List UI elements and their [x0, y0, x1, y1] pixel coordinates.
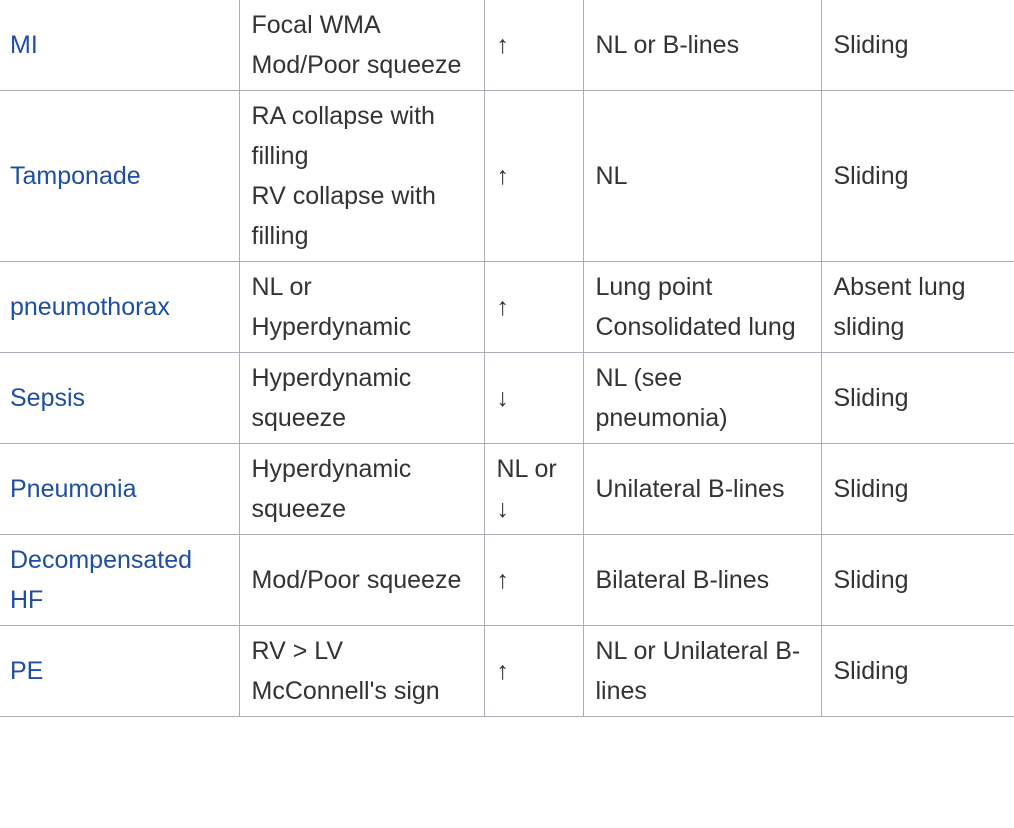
- table-cell: NL or Hyperdynamic: [238, 261, 485, 353]
- cell-text: Hyperdynamic squeeze: [251, 455, 412, 523]
- cell-text: Focal WMA: [251, 11, 381, 39]
- table-cell: ↑: [483, 625, 584, 717]
- cell-text: ↑: [496, 566, 510, 594]
- cell-text: Mod/Poor squeeze: [251, 51, 462, 79]
- table-row: Tamponade RA collapse with filling RV coll…: [0, 90, 1014, 262]
- cell-text: Sliding: [833, 384, 909, 412]
- cell-text: Consolidated lung: [595, 313, 796, 341]
- cell-text: Sliding: [833, 162, 909, 190]
- cell-text: Bilateral B-lines: [595, 566, 770, 594]
- table-cell: ↑: [483, 0, 584, 91]
- table-cell: NL or ↓: [483, 443, 584, 535]
- table-row: pneumothorax NL or Hyperdynamic ↑ Lung poin…: [0, 261, 1014, 353]
- cell-text: Sliding: [833, 475, 909, 503]
- table-row: MI Focal WMA Mod/Poor squeeze ↑ NL or B-line…: [0, 0, 1014, 91]
- table-cell: Sliding: [820, 443, 1014, 535]
- cell-text: RV > LV: [251, 637, 344, 665]
- condition-link-cell: pneumothorax: [0, 261, 240, 353]
- condition-link[interactable]: pneumothorax: [10, 293, 170, 321]
- cell-text: Unilateral B-lines: [595, 475, 785, 503]
- cell-text: ↓: [496, 384, 510, 412]
- table-row: Decompensated HF Mod/Poor squeeze ↑ Bilater…: [0, 534, 1014, 626]
- cell-text: NL or ↓: [496, 455, 557, 523]
- cell-text: ↑: [496, 162, 510, 190]
- cell-text: NL or Hyperdynamic: [251, 273, 412, 341]
- cell-text: ↑: [496, 293, 510, 321]
- condition-link[interactable]: Tamponade: [10, 162, 141, 190]
- table-cell: NL or Unilateral B-lines: [582, 625, 822, 717]
- condition-link-cell: Pneumonia: [0, 443, 240, 535]
- cell-text: Absent lung sliding: [833, 273, 966, 341]
- table-cell: Sliding: [820, 90, 1014, 262]
- cell-text: Sliding: [833, 657, 909, 685]
- table-cell: Focal WMA Mod/Poor squeeze: [238, 0, 485, 91]
- table-row: Pneumonia Hyperdynamic squeeze NL or ↓ Unil…: [0, 443, 1014, 535]
- table-cell: ↓: [483, 352, 584, 444]
- table-cell: Bilateral B-lines: [582, 534, 822, 626]
- table-cell: Sliding: [820, 534, 1014, 626]
- cell-text: RV collapse with filling: [251, 182, 436, 250]
- table-row: Sepsis Hyperdynamic squeeze ↓ NL (see pneum…: [0, 352, 1014, 444]
- comparison-table: MI Focal WMA Mod/Poor squeeze ↑ NL or B-line…: [0, 0, 1014, 717]
- condition-link-cell: PE: [0, 625, 240, 717]
- cell-text: NL (see pneumonia): [595, 364, 728, 432]
- table-cell: Lung point Consolidated lung: [582, 261, 822, 353]
- table-row: PE RV > LV McConnell's sign ↑ NL or Unilater…: [0, 625, 1014, 717]
- table-cell: Sliding: [820, 0, 1014, 91]
- table-cell: Unilateral B-lines: [582, 443, 822, 535]
- table-cell: ↑: [483, 534, 584, 626]
- table-cell: NL (see pneumonia): [582, 352, 822, 444]
- condition-link-cell: Tamponade: [0, 90, 240, 262]
- cell-text: RA collapse with filling: [251, 102, 435, 170]
- cell-text: ↑: [496, 31, 510, 59]
- condition-link[interactable]: Pneumonia: [10, 475, 137, 503]
- cell-text: Sliding: [833, 31, 909, 59]
- cell-text: Lung point: [595, 273, 713, 301]
- table-cell: Hyperdynamic squeeze: [238, 352, 485, 444]
- table-cell: Sliding: [820, 625, 1014, 717]
- cell-text: NL or Unilateral B-lines: [595, 637, 801, 705]
- table-cell: ↑: [483, 261, 584, 353]
- condition-link-cell: MI: [0, 0, 240, 91]
- table-cell: NL or B-lines: [582, 0, 822, 91]
- cell-text: ↑: [496, 657, 510, 685]
- table-cell: Mod/Poor squeeze: [238, 534, 485, 626]
- cell-text: Mod/Poor squeeze: [251, 566, 462, 594]
- table-cell: ↑: [483, 90, 584, 262]
- cell-text: NL: [595, 162, 628, 190]
- table-cell: Hyperdynamic squeeze: [238, 443, 485, 535]
- cell-text: Sliding: [833, 566, 909, 594]
- table-cell: Sliding: [820, 352, 1014, 444]
- condition-link-cell: Decompensated HF: [0, 534, 240, 626]
- table-cell: NL: [582, 90, 822, 262]
- condition-link[interactable]: Decompensated HF: [10, 546, 193, 614]
- condition-link[interactable]: PE: [10, 657, 44, 685]
- table-cell: RA collapse with filling RV collapse with…: [238, 90, 485, 262]
- table-cell: RV > LV McConnell's sign: [238, 625, 485, 717]
- table-body: MI Focal WMA Mod/Poor squeeze ↑ NL or B-line…: [0, 0, 1014, 717]
- condition-link-cell: Sepsis: [0, 352, 240, 444]
- cell-text: Hyperdynamic squeeze: [251, 364, 412, 432]
- table-cell: Absent lung sliding: [820, 261, 1014, 353]
- cell-text: NL or B-lines: [595, 31, 740, 59]
- condition-link[interactable]: MI: [10, 31, 38, 59]
- cell-text: McConnell's sign: [251, 677, 440, 705]
- condition-link[interactable]: Sepsis: [10, 384, 86, 412]
